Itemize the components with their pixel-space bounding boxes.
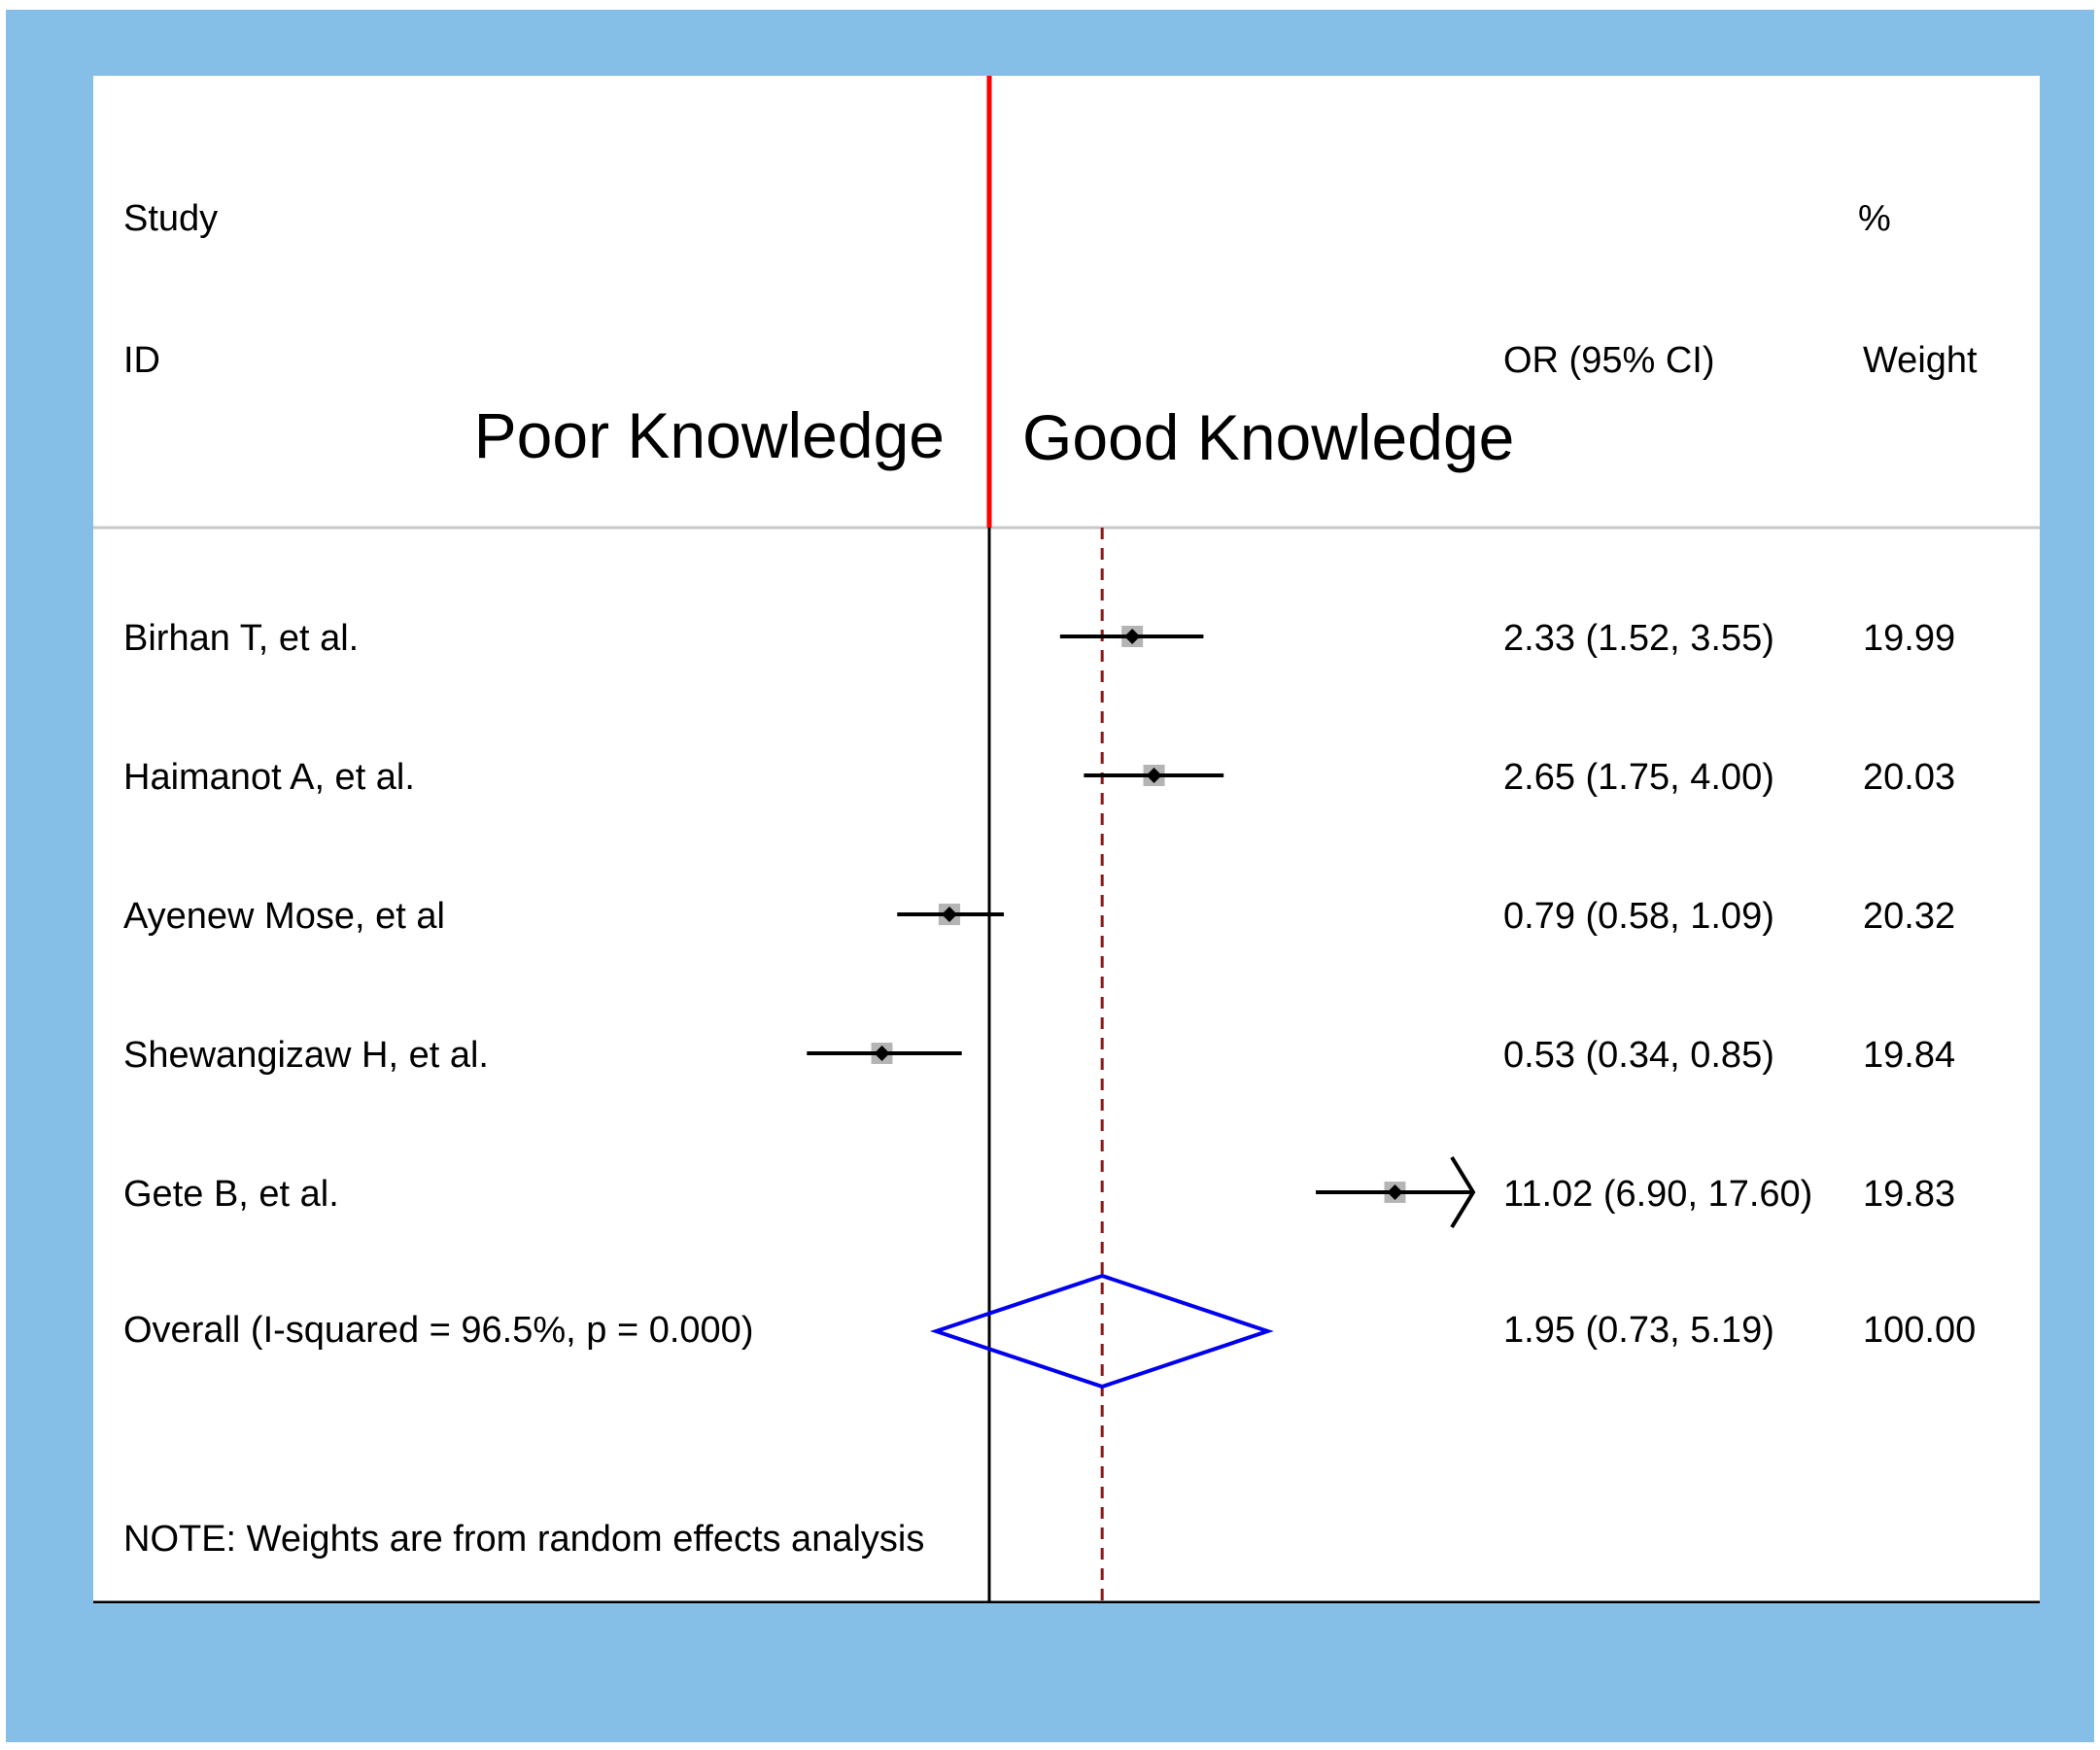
footnote: NOTE: Weights are from random effects an… <box>123 1519 924 1560</box>
overall-weight-text: 100.00 <box>1863 1310 1976 1351</box>
study-row: Gete B, et al. 11.02 (6.90, 17.60) 19.83 <box>123 1155 1955 1229</box>
study-label: Birhan T, et al. <box>123 618 359 659</box>
study-label: Gete B, et al. <box>123 1174 339 1215</box>
study-weight-text: 20.03 <box>1863 757 1955 798</box>
study-label: Shewangizaw H, et al. <box>123 1035 489 1076</box>
study-weight-text: 19.83 <box>1863 1174 1955 1215</box>
study-label: Haimanot A, et al. <box>123 757 415 798</box>
study-point <box>1124 629 1141 644</box>
study-point <box>874 1046 890 1061</box>
study-row: Ayenew Mose, et al 0.79 (0.58, 1.09) 20.32 <box>123 896 1955 937</box>
header-weight-percent: % <box>1858 198 1891 239</box>
overall-label: Overall (I-squared = 96.5%, p = 0.000) <box>123 1310 753 1351</box>
study-rows: Birhan T, et al. 2.33 (1.52, 3.55) 19.99 Ha… <box>123 618 1955 1229</box>
direction-label-left: Poor Knowledge <box>474 399 945 471</box>
overall-diamond <box>929 1273 1274 1390</box>
study-label: Ayenew Mose, et al <box>123 896 445 937</box>
direction-label-right: Good Knowledge <box>1022 401 1514 473</box>
study-or-text: 0.53 (0.34, 0.85) <box>1503 1035 1774 1076</box>
study-weight-text: 19.84 <box>1863 1035 1955 1076</box>
study-or-text: 2.65 (1.75, 4.00) <box>1503 757 1774 798</box>
study-row: Haimanot A, et al. 2.65 (1.75, 4.00) 20.03 <box>123 757 1955 798</box>
forest-plot: Study ID % OR (95% CI) Weight Poor Knowl… <box>93 76 2040 1603</box>
study-ci-arrow <box>1450 1155 1476 1229</box>
header-id: ID <box>123 340 160 381</box>
study-point <box>1146 768 1162 783</box>
plot-panel: Study ID % OR (95% CI) Weight Poor Knowl… <box>93 76 2040 1603</box>
study-row: Shewangizaw H, et al. 0.53 (0.34, 0.85) 19… <box>123 1035 1955 1076</box>
study-or-text: 2.33 (1.52, 3.55) <box>1503 618 1774 659</box>
study-or-text: 11.02 (6.90, 17.60) <box>1503 1174 1812 1215</box>
study-point <box>1387 1184 1403 1200</box>
overall-or-text: 1.95 (0.73, 5.19) <box>1503 1310 1774 1351</box>
study-or-text: 0.79 (0.58, 1.09) <box>1503 896 1774 937</box>
header-study: Study <box>123 198 218 239</box>
header-weight-label: Weight <box>1863 340 1978 381</box>
study-weight-text: 19.99 <box>1863 618 1955 659</box>
study-row: Birhan T, et al. 2.33 (1.52, 3.55) 19.99 <box>123 618 1955 659</box>
header-effect-label: OR (95% CI) <box>1503 340 1714 381</box>
figure-frame: Study ID % OR (95% CI) Weight Poor Knowl… <box>6 10 2094 1742</box>
study-weight-text: 20.32 <box>1863 896 1955 937</box>
study-point <box>941 907 957 922</box>
